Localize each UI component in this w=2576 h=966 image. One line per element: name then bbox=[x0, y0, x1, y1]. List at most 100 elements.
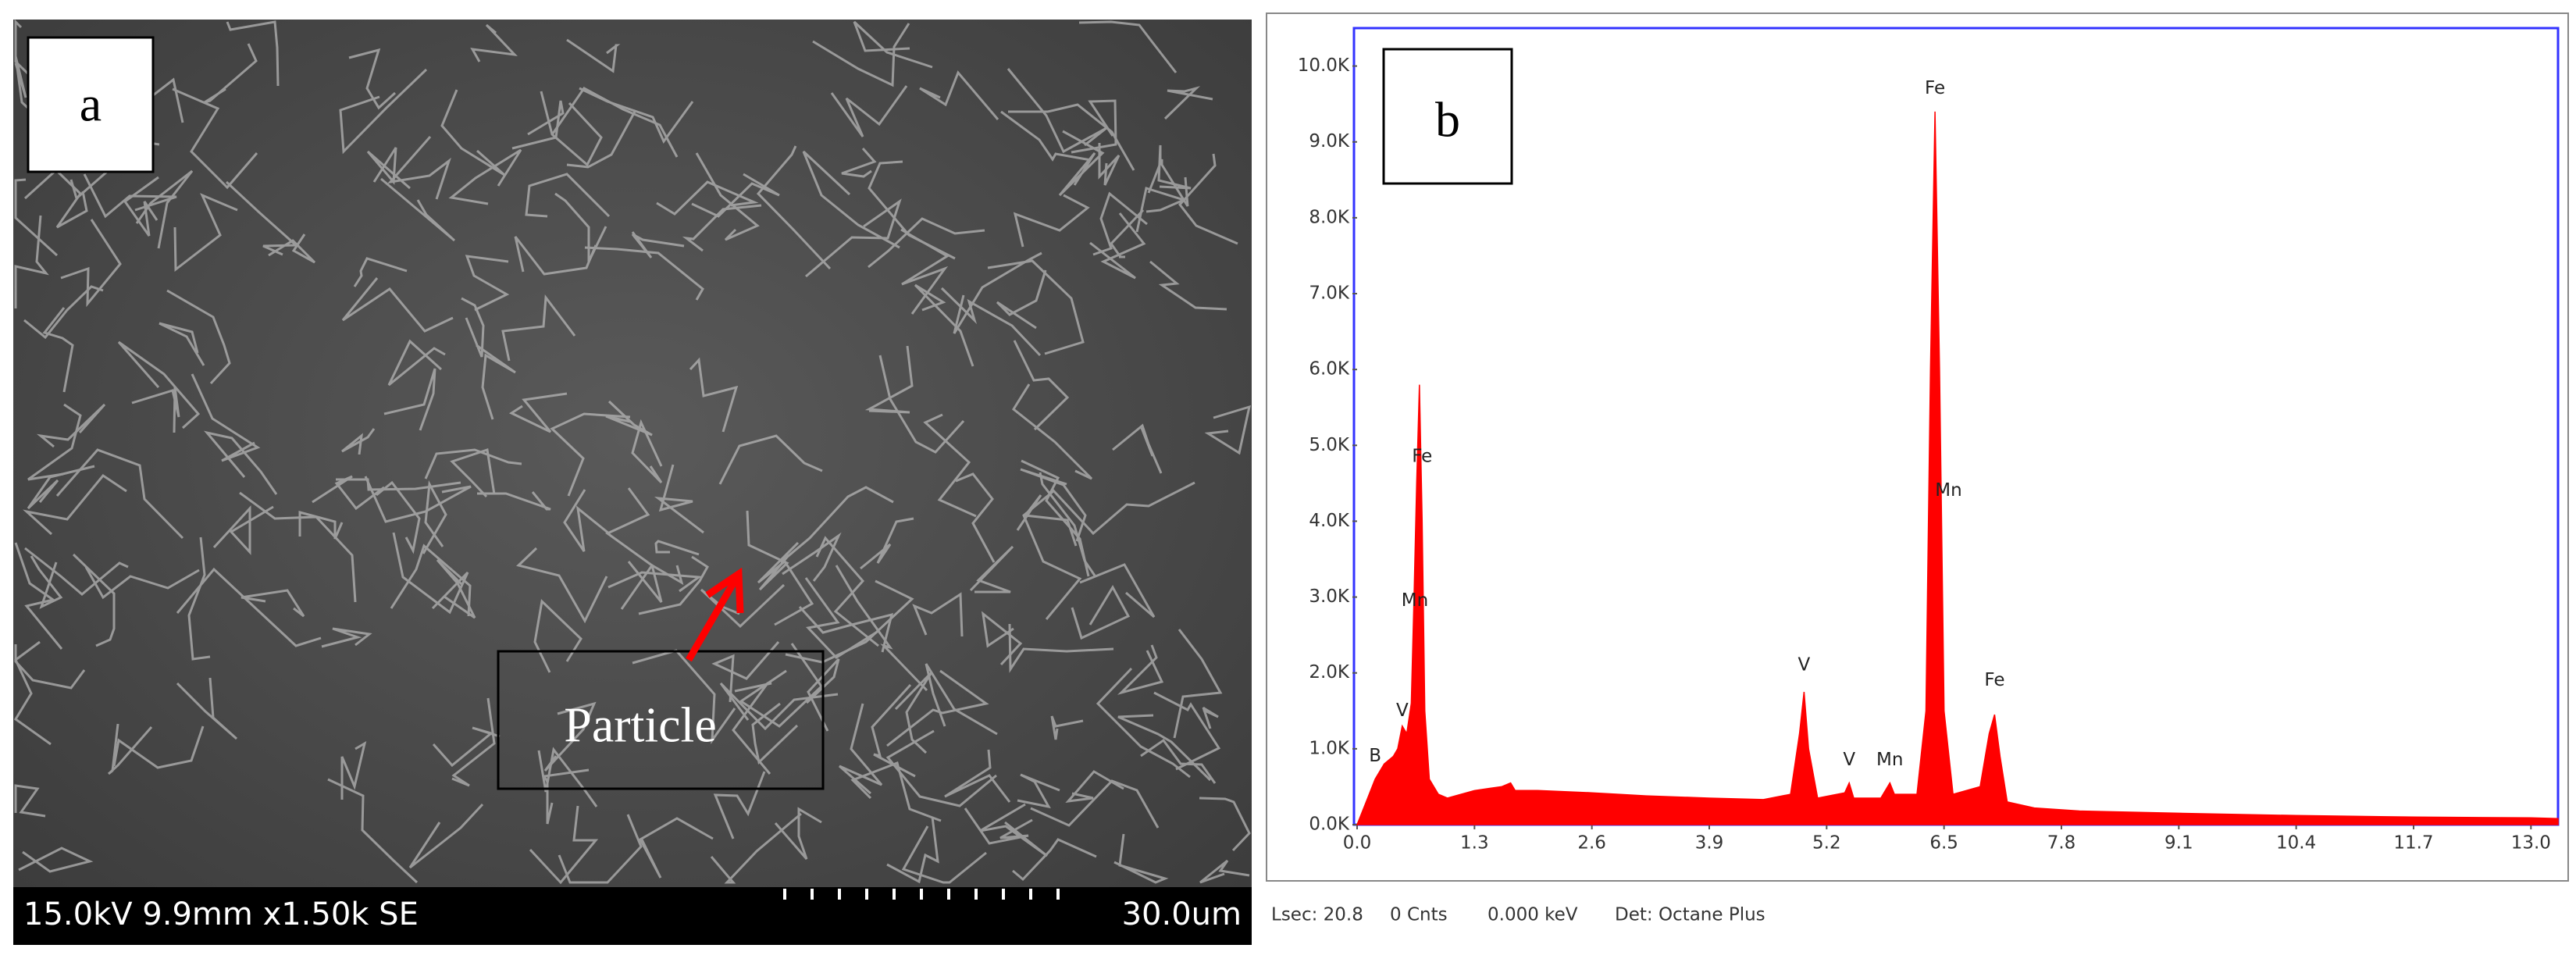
grain-boundary bbox=[953, 251, 1042, 334]
peak-label: V bbox=[1396, 700, 1409, 721]
grain-boundary bbox=[1135, 187, 1188, 233]
grain-boundary bbox=[566, 109, 637, 169]
grain-boundary bbox=[901, 825, 987, 884]
grain-boundary bbox=[713, 771, 766, 839]
x-tick-label: 0.0 bbox=[1343, 833, 1372, 854]
grain-boundary bbox=[366, 147, 411, 190]
grain-boundary bbox=[1089, 212, 1146, 280]
grain-boundary bbox=[339, 68, 428, 155]
footer-text: 0 Cnts bbox=[1390, 905, 1448, 925]
grain-boundary bbox=[1022, 490, 1082, 620]
grain-boundary bbox=[1112, 423, 1163, 474]
grain-boundary bbox=[327, 778, 419, 884]
grain-boundary bbox=[1012, 838, 1097, 882]
grain-boundary bbox=[226, 20, 280, 87]
grain-boundary bbox=[632, 649, 736, 745]
footer-text: Lsec: 20.8 bbox=[1271, 905, 1363, 925]
grain-boundary bbox=[695, 152, 760, 241]
grain-boundary bbox=[711, 641, 780, 703]
grain-boundary bbox=[955, 472, 996, 563]
grain-boundary bbox=[1078, 20, 1178, 73]
grain-boundary bbox=[979, 803, 1048, 857]
grain-boundary bbox=[1110, 209, 1145, 258]
grain-boundary bbox=[746, 510, 790, 591]
grain-boundary bbox=[944, 749, 1011, 803]
footer-text: Det: Octane Plus bbox=[1615, 905, 1765, 925]
peak-label: V bbox=[1798, 655, 1811, 675]
grain-boundary bbox=[27, 403, 82, 481]
panel-a: 15.0kV 9.9mm x1.50k SE 30.0um a Particle bbox=[13, 19, 1252, 945]
peak-label: Fe bbox=[1412, 446, 1432, 466]
y-tick-label: 1.0K bbox=[1309, 738, 1350, 758]
grain-boundary bbox=[1117, 644, 1164, 695]
grain-boundary bbox=[627, 561, 684, 603]
grain-boundary bbox=[1157, 144, 1192, 190]
grain-boundary bbox=[166, 289, 231, 385]
grain-boundary bbox=[24, 547, 129, 596]
grain-boundary bbox=[886, 669, 989, 747]
grain-boundary bbox=[117, 340, 201, 430]
grain-boundary bbox=[18, 847, 94, 873]
grain-boundary bbox=[860, 517, 914, 570]
grain-boundary bbox=[654, 464, 704, 534]
grain-boundary bbox=[55, 448, 184, 540]
grain-boundaries bbox=[13, 19, 1252, 885]
grain-boundary bbox=[312, 475, 385, 511]
grain-boundary bbox=[30, 555, 63, 609]
grain-boundary bbox=[812, 23, 910, 87]
y-tick-label: 10.0K bbox=[1298, 55, 1350, 76]
grain-boundary bbox=[732, 682, 772, 775]
x-tick-label: 6.5 bbox=[1929, 833, 1958, 854]
grain-boundary bbox=[1096, 667, 1191, 779]
particle-label: Particle bbox=[564, 697, 716, 753]
grain-boundary bbox=[885, 729, 997, 807]
grain-boundary bbox=[886, 816, 939, 884]
y-tick-label: 3.0K bbox=[1309, 586, 1350, 607]
grain-boundary bbox=[584, 246, 704, 301]
plot-frame bbox=[1352, 27, 2560, 826]
grain-boundary bbox=[112, 725, 205, 769]
grain-boundary bbox=[1012, 383, 1093, 480]
grain-boundary bbox=[1058, 130, 1105, 197]
grain-boundary bbox=[853, 20, 933, 69]
grain-boundary bbox=[919, 70, 999, 120]
y-tick-label: 4.0K bbox=[1309, 511, 1350, 531]
grain-boundary bbox=[60, 219, 122, 308]
grain-boundary bbox=[798, 605, 894, 653]
grain-boundary bbox=[782, 532, 842, 582]
grain-boundary bbox=[631, 231, 685, 258]
panel-label-box bbox=[1382, 48, 1513, 185]
grain-boundary bbox=[718, 434, 823, 485]
grain-boundary bbox=[422, 479, 447, 554]
grain-boundary bbox=[529, 805, 599, 885]
grain-boundary bbox=[912, 592, 964, 637]
grain-boundary bbox=[450, 448, 496, 498]
y-tick-label: 9.0K bbox=[1309, 131, 1350, 151]
grain-boundary bbox=[1204, 405, 1252, 455]
grain-boundary bbox=[558, 814, 643, 884]
grain-boundary bbox=[850, 761, 942, 822]
x-tick-label: 9.1 bbox=[2164, 833, 2193, 854]
grain-boundary bbox=[700, 583, 786, 629]
grain-boundary bbox=[42, 307, 74, 393]
grain-boundary bbox=[631, 419, 663, 484]
grain-boundary bbox=[321, 627, 372, 648]
grain-boundary bbox=[390, 544, 472, 617]
panel-label-box bbox=[27, 36, 155, 173]
grain-boundary bbox=[563, 489, 611, 552]
grain-boundary bbox=[579, 87, 694, 144]
grain-boundary bbox=[719, 682, 839, 731]
grain-boundary bbox=[605, 400, 653, 437]
grain-boundary bbox=[525, 173, 611, 218]
grain-boundary bbox=[1140, 738, 1217, 784]
grain-boundary bbox=[739, 643, 823, 728]
grain-boundary bbox=[691, 173, 780, 218]
grain-boundary bbox=[839, 703, 883, 795]
footer-text: 0.000 keV bbox=[1488, 905, 1578, 925]
grain-boundary bbox=[424, 448, 522, 479]
grain-boundary bbox=[515, 547, 608, 624]
grain-boundary bbox=[804, 577, 879, 659]
grain-boundary bbox=[83, 173, 177, 219]
peak-label: Mn bbox=[1402, 590, 1428, 611]
grain-boundary bbox=[780, 486, 894, 564]
